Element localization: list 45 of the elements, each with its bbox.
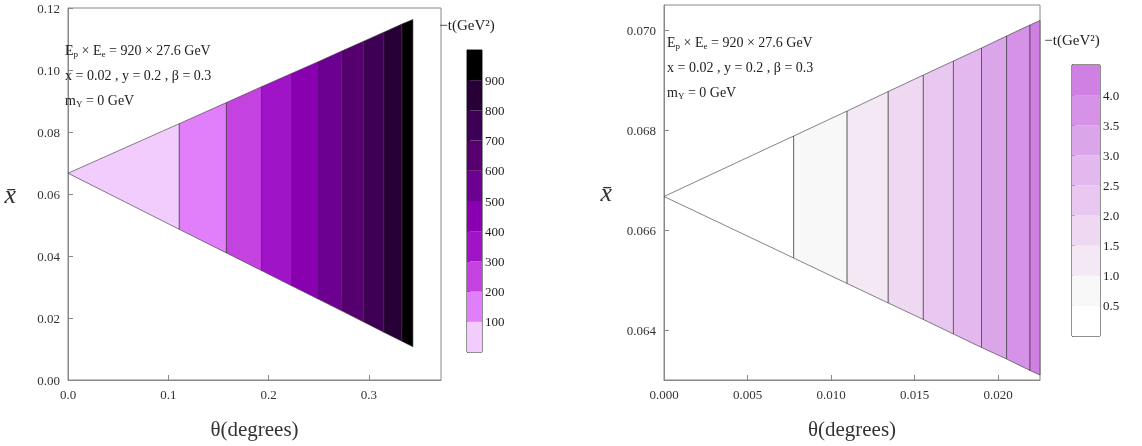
color-bar-label: 3.5 — [1103, 117, 1120, 133]
color-bar-label: 600 — [485, 163, 505, 179]
y-tick-label: 0.066 — [626, 222, 657, 238]
x-tick-label: 0.005 — [732, 387, 763, 402]
y-tick-label: 0.070 — [626, 22, 656, 38]
y-tick-label: 0.12 — [37, 0, 60, 16]
y-tick-label: 0.068 — [626, 122, 656, 138]
y-tick-label: 0.10 — [37, 62, 60, 78]
annotation: x = 0.02 , y = 0.2 , β = 0.3 — [65, 67, 212, 83]
color-bar-label: 800 — [485, 102, 505, 118]
x-tick-label: 0.015 — [900, 387, 930, 402]
y-axis-title: x̄ — [599, 178, 613, 207]
x-axis-title: θ(degrees) — [210, 416, 299, 441]
color-bar-label: 700 — [485, 133, 505, 149]
color-bar-label: 1.5 — [1103, 238, 1120, 254]
color-bar-label: 2.0 — [1103, 208, 1120, 224]
color-bar-label: 100 — [485, 314, 505, 330]
color-bar-label: 200 — [485, 284, 505, 300]
x-tick-label: 0.2 — [260, 387, 277, 402]
color-bar-label: 300 — [485, 253, 505, 269]
color-bar-label: 4.0 — [1103, 87, 1120, 103]
color-bar-label: 2.5 — [1103, 177, 1120, 193]
x-tick-label: 0.000 — [649, 387, 679, 402]
y-tick-label: 0.064 — [626, 322, 657, 338]
x-tick-label: 0.3 — [360, 387, 377, 402]
x-tick-label: 0.010 — [816, 387, 846, 402]
color-bar-label: 900 — [485, 72, 505, 88]
y-tick-label: 0.02 — [37, 310, 60, 326]
color-bar-label: 500 — [485, 193, 505, 209]
color-bar-title: −t(GeV²) — [1044, 31, 1100, 49]
color-bar-label: 3.0 — [1103, 147, 1120, 163]
color-bar-label: 0.5 — [1103, 298, 1120, 314]
x-tick-label: 0.0 — [59, 387, 77, 402]
y-tick-label: 0.06 — [37, 186, 61, 202]
annotation: x = 0.02 , y = 0.2 , β = 0.3 — [667, 59, 814, 75]
color-bar-label: 400 — [485, 223, 505, 239]
x-tick-label: 0.020 — [983, 387, 1013, 402]
x-tick-label: 0.1 — [160, 387, 177, 402]
color-bar-label: 1.0 — [1103, 268, 1120, 284]
y-tick-label: 0.04 — [37, 248, 61, 264]
y-axis-title: x̄ — [3, 179, 17, 209]
y-tick-label: 0.00 — [37, 372, 60, 388]
y-tick-label: 0.08 — [37, 124, 60, 140]
x-axis-title: θ(degrees) — [807, 416, 897, 441]
color-bar-title: −t(GeV²) — [439, 16, 495, 34]
